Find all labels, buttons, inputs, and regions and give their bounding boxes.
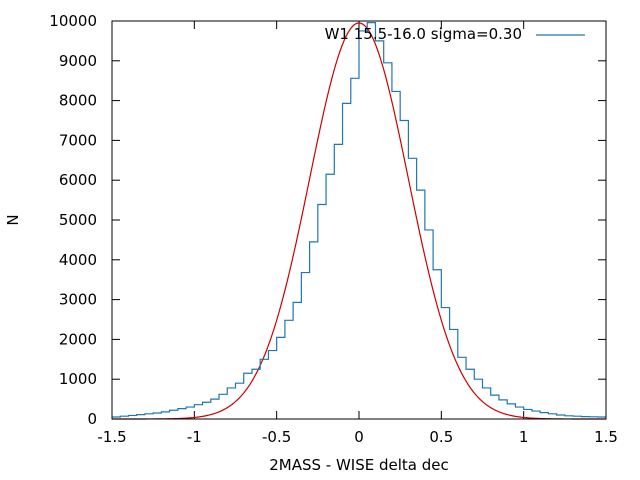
y-tick-label: 3000: [59, 291, 97, 309]
y-tick-label: 5000: [59, 211, 97, 229]
x-tick-labels: -1.5 -1 -0.5 0 0.5 1 1.5: [97, 428, 618, 446]
histogram-steps-series: [112, 21, 606, 418]
y-tick-label: 2000: [59, 330, 97, 348]
gaussian-fit-curve: [112, 22, 606, 420]
legend-label: W1 15.5-16.0 sigma=0.30: [325, 25, 522, 43]
y-tick-label: 1000: [59, 370, 97, 388]
plot-frame: [111, 20, 607, 420]
legend: W1 15.5-16.0 sigma=0.30: [325, 25, 585, 43]
y-tick-label: 8000: [59, 92, 97, 110]
y-tick-label: 7000: [59, 131, 97, 149]
x-tick-label: 1.5: [594, 428, 618, 446]
x-tick-label: -1: [187, 428, 202, 446]
y-tick-label: 9000: [59, 52, 97, 70]
x-tick-label: 0: [354, 428, 364, 446]
x-tick-label: 1: [519, 428, 529, 446]
y-axis-title: N: [4, 214, 22, 225]
x-tick-label: -1.5: [97, 428, 126, 446]
x-tick-label: 0.5: [429, 428, 453, 446]
y-tick-label: 10000: [49, 12, 97, 30]
y-tick-labels: 0 1000 2000 3000 4000 5000 6000 7000 8000 9000 100…: [49, 12, 97, 428]
y-tick-label: 6000: [59, 171, 97, 189]
y-tick-label: 4000: [59, 251, 97, 269]
y-tick-label: 0: [87, 410, 97, 428]
x-axis-title: 2MASS - WISE delta dec: [269, 456, 449, 474]
x-tick-label: -0.5: [262, 428, 291, 446]
